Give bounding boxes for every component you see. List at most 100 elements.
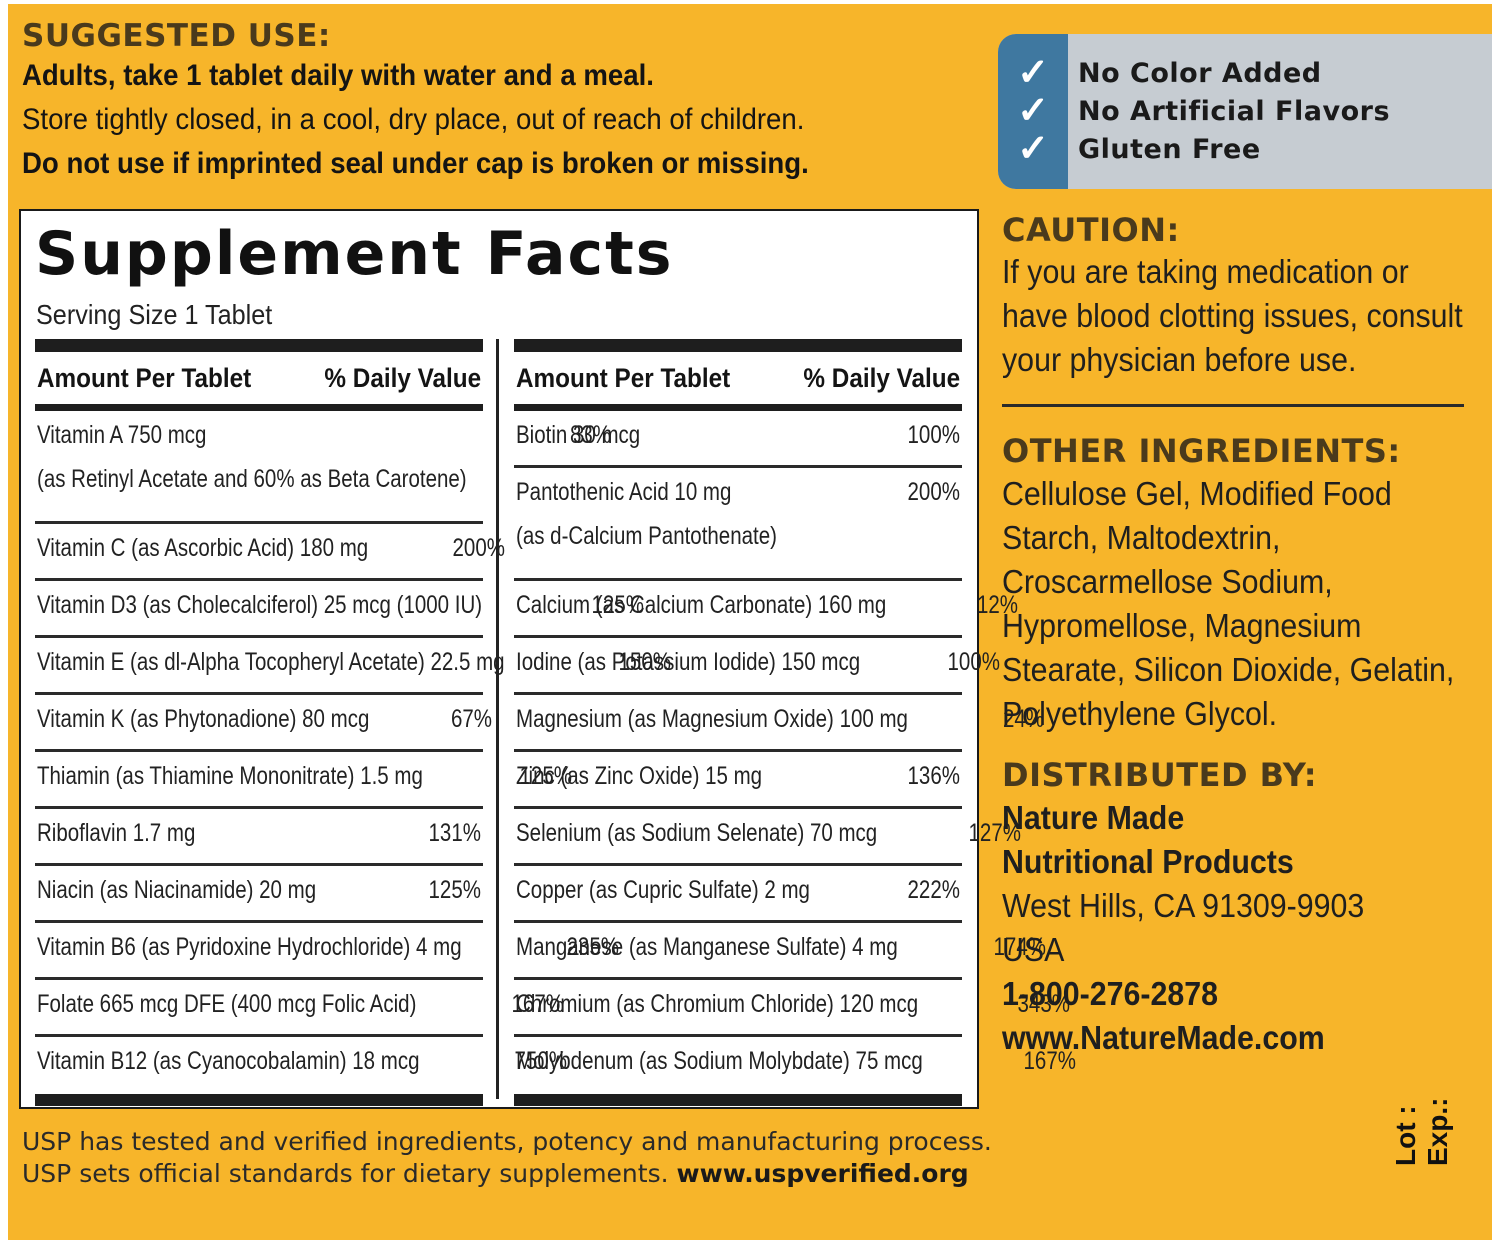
nutrient-label: Niacin (as Niacinamide) 20 mg [37, 874, 316, 920]
column-divider [496, 339, 499, 1099]
nutrient-name: Iodine (as Potassium Iodide) 150 mcg [516, 648, 861, 676]
other-ingredients-section: OTHER INGREDIENTS: Cellulose Gel, Modifi… [1002, 430, 1472, 736]
nutrient-row: Calcium (as Calcium Carbonate) 160 mg 12% [514, 581, 1018, 638]
amount-per-tablet-header: Amount Per Tablet [516, 362, 731, 393]
supplement-facts-panel: Supplement Facts Serving Size 1 Tablet A… [19, 209, 1076, 1109]
nutrient-name: Molybdenum (as Sodium Molybdate) 75 mcg [516, 1047, 923, 1075]
nutrient-row: Manganese (as Manganese Sulfate) 4 mg 174… [514, 923, 1046, 980]
column-header: Amount Per Tablet % Daily Value [35, 352, 483, 404]
address-country: USA [1002, 931, 1065, 968]
nutrient-label: Vitamin K (as Phytonadione) 80 mcg [37, 703, 369, 749]
nutrient-source: (as d-Calcium Pantothenate) [516, 522, 777, 550]
nutrient-daily-value: 100% [907, 421, 960, 449]
nutrient-name: Biotin 30 mcg [516, 421, 641, 449]
nutrient-row: Vitamin K (as Phytonadione) 80 mcg 67% [35, 695, 492, 752]
ingredients-line: Cellulose Gel, Modified Food [1002, 475, 1392, 512]
badge-item-label: No Artificial Flavors [1078, 95, 1391, 127]
nutrient-row: Molybdenum (as Sodium Molybdate) 75 mcg 1… [514, 1037, 1076, 1094]
nutrient-label: Iodine (as Potassium Iodide) 150 mcg [516, 646, 860, 692]
ingredients-line: Croscarmellose Sodium, [1002, 563, 1333, 600]
badge-item-no-color: ✓ No Color Added [998, 54, 1322, 92]
nutrient-daily-value: 167% [511, 990, 564, 1018]
nutrient-label: Molybdenum (as Sodium Molybdate) 75 mcg [516, 1045, 923, 1094]
ingredients-line: Stearate, Silicon Dioxide, Gelatin, [1002, 651, 1455, 688]
ingredients-line: Starch, Maltodextrin, [1002, 519, 1281, 556]
nutrient-label: Vitamin D3 (as Cholecalciferol) 25 mcg (… [37, 589, 482, 635]
nutrient-row: Zinc (as Zinc Oxide) 15 mg 136% [514, 752, 962, 809]
nutrient-name: Copper (as Cupric Sulfate) 2 mg [516, 876, 810, 904]
nutrient-name: Zinc (as Zinc Oxide) 15 mg [516, 762, 763, 790]
nutrient-label: Manganese (as Manganese Sulfate) 4 mg [516, 931, 898, 977]
nutrient-row: Biotin 30 mcg 100% [514, 411, 962, 468]
nutrient-name: Vitamin K (as Phytonadione) 80 mcg [37, 705, 370, 733]
nutrient-name: Vitamin B12 (as Cyanocobalamin) 18 mcg [37, 1047, 420, 1075]
nutrient-row: Chromium (as Chromium Chloride) 120 mcg 3… [514, 980, 1070, 1037]
caution-line: your physician before use. [1002, 341, 1357, 378]
caution-heading: CAUTION: [1002, 211, 1180, 249]
usp-line-2: USP sets official standards for dietary … [22, 1158, 992, 1190]
nutrient-row: Iodine (as Potassium Iodide) 150 mcg 100% [514, 638, 1000, 695]
nutrient-name: Magnesium (as Magnesium Oxide) 100 mg [516, 705, 908, 733]
nutrient-label: Thiamin (as Thiamine Mononitrate) 1.5 mg [37, 760, 423, 806]
nutrient-daily-value: 136% [907, 762, 960, 790]
nutrient-daily-value: 750% [514, 1047, 568, 1075]
nutrient-name: Pantothenic Acid 10 mg [516, 478, 732, 506]
badge-stripe [998, 34, 1068, 189]
nutrient-daily-value: 24% [1002, 705, 1045, 733]
nutrient-name: Vitamin B6 (as Pyridoxine Hydrochloride)… [37, 933, 462, 961]
nutrient-name: Vitamin C (as Ascorbic Acid) 180 mg [37, 534, 369, 562]
nutrient-name: Vitamin A 750 mcg [37, 421, 207, 449]
company-name: Nature Made [1002, 799, 1185, 836]
phone-number: 1-800-276-2878 [1002, 975, 1219, 1012]
website: www.NatureMade.com [1002, 1019, 1325, 1056]
nutrient-name: Thiamin (as Thiamine Mononitrate) 1.5 mg [37, 762, 423, 790]
nutrient-name: Folate 665 mcg DFE (400 mcg Folic Acid) [37, 990, 417, 1018]
nutrient-daily-value: 222% [907, 876, 960, 904]
nutrient-row: Thiamin (as Thiamine Mononitrate) 1.5 mg… [35, 752, 572, 809]
amount-per-tablet-header: Amount Per Tablet [37, 362, 252, 393]
nutrient-daily-value: 125% [519, 762, 572, 790]
nutrient-label: Chromium (as Chromium Chloride) 120 mcg [516, 988, 918, 1034]
nutrient-label: Calcium (as Calcium Carbonate) 160 mg [516, 589, 886, 635]
thick-rule [514, 1094, 962, 1106]
suggested-use-heading: SUGGESTED USE: [22, 18, 331, 54]
caution-section: CAUTION: If you are taking medication or… [1002, 210, 1472, 382]
nutrient-daily-value: 100% [947, 648, 1000, 676]
nutrient-label: Riboflavin 1.7 mg [37, 817, 195, 863]
usp-statement: USP has tested and verified ingredients,… [22, 1126, 992, 1190]
usp-website: www.uspverified.org [676, 1159, 969, 1188]
company-division: Nutritional Products [1002, 843, 1294, 880]
suggested-use-dosage: Adults, take 1 tablet daily with water a… [22, 59, 654, 92]
nutrient-daily-value: 167% [1023, 1047, 1077, 1075]
nutrient-row: Vitamin D3 (as Cholecalciferol) 25 mcg (… [35, 581, 644, 638]
nutrient-label: Folate 665 mcg DFE (400 mcg Folic Acid) [37, 988, 416, 1034]
facts-column-left: Amount Per Tablet % Daily Value Vitamin … [35, 339, 671, 1106]
nutrient-daily-value: 125% [428, 876, 481, 904]
nutrient-name: Selenium (as Sodium Selenate) 70 mcg [516, 819, 878, 847]
supplement-facts-title: Supplement Facts [35, 219, 674, 289]
suggested-use-storage: Store tightly closed, in a cool, dry pla… [22, 103, 805, 136]
nutrient-daily-value: 235% [566, 933, 619, 961]
serving-size: Serving Size 1 Tablet [36, 299, 273, 330]
lot-label: Lot : [1390, 1105, 1421, 1166]
nutrient-row: Vitamin B6 (as Pyridoxine Hydrochloride)… [35, 923, 619, 980]
nutrient-row: Magnesium (as Magnesium Oxide) 100 mg 24% [514, 695, 1044, 752]
suggested-use-section: SUGGESTED USE: Adults, take 1 tablet dai… [22, 18, 982, 186]
nutrient-label: Copper (as Cupric Sulfate) 2 mg [516, 874, 810, 920]
nutrient-label: Pantothenic Acid 10 mg (as d-Calcium Pant… [516, 476, 777, 578]
nutrient-name: Riboflavin 1.7 mg [37, 819, 196, 847]
suggested-use-seal-warning: Do not use if imprinted seal under cap i… [22, 147, 809, 180]
column-header: Amount Per Tablet % Daily Value [514, 352, 962, 404]
usp-line-2-text: USP sets official standards for dietary … [22, 1159, 669, 1188]
nutrient-label: Vitamin B6 (as Pyridoxine Hydrochloride)… [37, 931, 462, 977]
nutrient-row: Vitamin B12 (as Cyanocobalamin) 18 mcg 75… [35, 1037, 567, 1094]
distributed-by-section: DISTRIBUTED BY: Nature Made Nutritional … [1002, 754, 1472, 1060]
nutrient-name: Chromium (as Chromium Chloride) 120 mcg [516, 990, 919, 1018]
badge-item-label: Gluten Free [1078, 133, 1261, 165]
nutrient-row: Vitamin E (as dl-Alpha Tocopheryl Acetat… [35, 638, 671, 695]
checkmark-icon: ✓ [1017, 90, 1049, 132]
exp-label: Exp.: [1422, 1097, 1453, 1166]
thick-rule [35, 404, 483, 411]
facts-column-right: Amount Per Tablet % Daily Value Biotin 3… [514, 339, 1076, 1106]
other-ingredients-heading: OTHER INGREDIENTS: [1002, 432, 1401, 470]
